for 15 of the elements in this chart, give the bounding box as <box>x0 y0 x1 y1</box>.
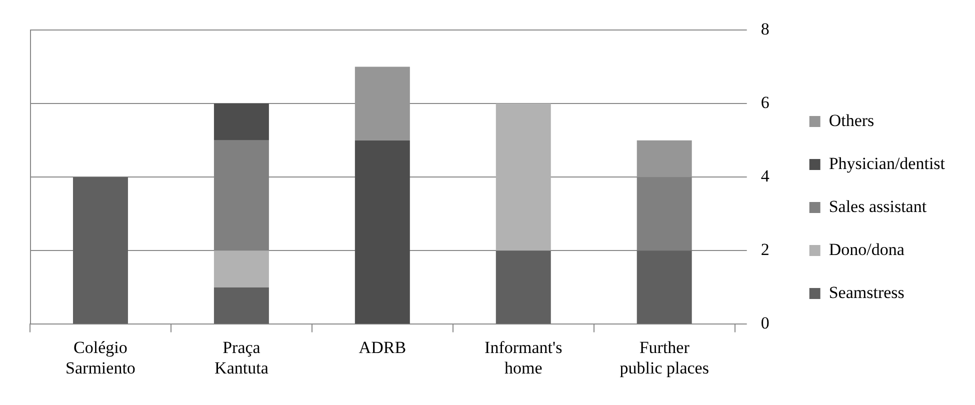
x-tick-label: Praça Kantuta <box>214 338 269 378</box>
x-tick-label: Informant's home <box>484 338 562 378</box>
legend-label: Dono/dona <box>828 240 905 259</box>
x-tick-label: Colégio Sarmiento <box>66 338 136 378</box>
x-tick-label: ADRB <box>358 338 406 357</box>
x-tick-label: Further public places <box>620 338 709 378</box>
y-tick-label: 2 <box>760 240 770 260</box>
legend-label: Physician/dentist <box>828 154 946 173</box>
legend-label: Sales assistant <box>828 196 927 216</box>
y-tick-label: 4 <box>760 166 770 186</box>
y-tick-label: 6 <box>760 93 770 112</box>
legend-label: Others <box>828 110 874 130</box>
y-tick-label: 0 <box>760 314 770 333</box>
legend-label: Seamstress <box>828 282 904 302</box>
y-tick-label: 8 <box>760 19 770 38</box>
